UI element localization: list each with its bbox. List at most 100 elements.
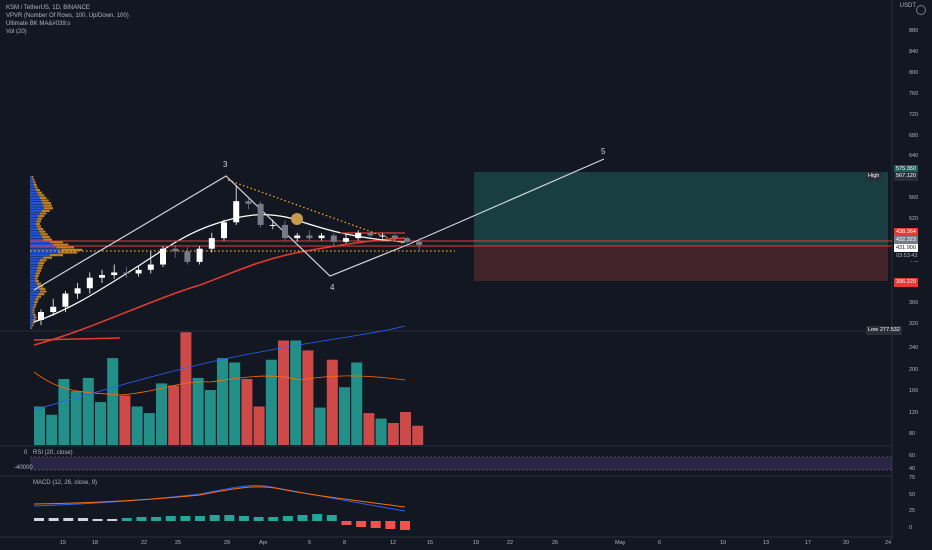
candle[interactable] [74, 288, 81, 294]
price-axis-tick: 880 [909, 28, 919, 34]
volume-bar[interactable] [265, 359, 277, 445]
candle[interactable] [208, 238, 215, 249]
volume-bar[interactable] [387, 423, 399, 445]
macd-histogram-bar [165, 516, 176, 521]
volume-bar[interactable] [70, 391, 82, 445]
volume-profile-row-down [36, 295, 41, 298]
current-price-tag: 432.323 [894, 236, 918, 245]
volume-bar[interactable] [290, 340, 302, 446]
volume-bar[interactable] [302, 350, 314, 445]
orange-dotted-trendline[interactable] [227, 179, 406, 245]
candle[interactable] [257, 203, 264, 225]
volume-profile [30, 176, 83, 329]
rsi-legend[interactable]: RSI (20, close) [33, 450, 73, 456]
volume-profile-row-up [30, 191, 38, 194]
macd-histogram-bar [282, 516, 293, 521]
candle[interactable] [355, 232, 362, 239]
candle[interactable] [123, 272, 130, 274]
volume-profile-row-down [43, 238, 52, 241]
volume-profile-row-up [30, 246, 57, 249]
volume-profile-row-down [32, 178, 35, 181]
volume-bar[interactable] [95, 402, 106, 445]
candle[interactable] [391, 235, 398, 239]
candle[interactable] [38, 312, 44, 320]
candle[interactable] [367, 232, 374, 236]
macd-legend[interactable]: MACD (12, 26, close, 9) [33, 480, 98, 486]
candle[interactable] [233, 201, 240, 223]
volume-bar[interactable] [326, 359, 338, 445]
candle[interactable] [330, 235, 337, 242]
volume-bar[interactable] [339, 387, 350, 445]
candle[interactable] [62, 293, 69, 307]
volume-bar[interactable] [204, 390, 216, 445]
settings-icon[interactable] [916, 5, 926, 15]
candle[interactable] [221, 222, 227, 239]
candle[interactable] [269, 224, 276, 226]
volume-bar[interactable] [58, 379, 70, 445]
candle[interactable] [294, 235, 301, 239]
volume-profile-row-down [39, 287, 46, 290]
volume-bar[interactable] [217, 358, 228, 445]
volume-bar[interactable] [229, 362, 241, 446]
volume-bar[interactable] [363, 413, 375, 445]
candle[interactable] [282, 224, 288, 239]
volume-bar[interactable] [168, 385, 180, 445]
candle[interactable] [196, 248, 203, 262]
volume-profile-row-down [38, 261, 45, 264]
candle[interactable] [306, 235, 313, 239]
candle[interactable] [135, 269, 142, 274]
volume-bar[interactable] [119, 395, 131, 446]
volume-bar[interactable] [253, 406, 265, 446]
candle[interactable] [86, 277, 93, 289]
candle[interactable] [379, 235, 386, 237]
vpvr-label[interactable]: VPVR (Number Of Rows, 100, Up/Down, 100) [6, 13, 129, 19]
candle[interactable] [50, 306, 57, 313]
volume-bar[interactable] [131, 406, 143, 446]
macd-axis-tick: 75 [909, 475, 916, 481]
volume-profile-row-up [30, 209, 42, 212]
volume-bar[interactable] [241, 379, 253, 445]
candle[interactable] [111, 272, 118, 276]
volume-profile-row-up [30, 204, 44, 207]
volume-bar[interactable] [192, 377, 204, 445]
high-price-tag: 567.120 [894, 172, 918, 181]
target-zone[interactable] [474, 172, 888, 246]
volume-profile-row-down [35, 274, 39, 277]
stop-zone[interactable] [474, 246, 888, 281]
candle[interactable] [245, 201, 252, 204]
symbol-label[interactable]: KSM / TetherUS, 1D, BINANCE [6, 5, 90, 11]
volume-bar[interactable] [46, 414, 58, 445]
candle[interactable] [184, 251, 191, 262]
candle[interactable] [160, 248, 166, 265]
volume-bar[interactable] [156, 383, 167, 445]
candle[interactable] [147, 264, 154, 270]
volume-bar[interactable] [400, 412, 411, 445]
volume-bar[interactable] [314, 407, 326, 445]
volume-bar[interactable] [278, 340, 289, 446]
volume-bar[interactable] [180, 332, 192, 445]
volume-indicator-label[interactable]: Vol (20) [6, 29, 27, 35]
candle[interactable] [318, 235, 325, 239]
volume-bar[interactable] [143, 413, 155, 445]
volume-bar[interactable] [82, 377, 94, 445]
volume-bar[interactable] [375, 418, 387, 445]
volume-bar[interactable] [107, 358, 119, 445]
candle[interactable] [404, 238, 410, 242]
volume-profile-row-up [30, 243, 54, 246]
candle[interactable] [172, 248, 179, 252]
elliott-wave-line[interactable] [33, 158, 605, 291]
volume-profile-row-down [36, 225, 41, 228]
ma-white-line [33, 214, 406, 323]
volume-profile-row-down [36, 269, 41, 272]
volume-bar[interactable] [34, 406, 45, 446]
time-axis-tick: 22 [507, 540, 514, 546]
macd-signal-line [33, 486, 406, 508]
ma-indicator-label[interactable]: Ultimate BK MA&#039;s [6, 21, 71, 27]
candle[interactable] [99, 275, 105, 278]
volume-bar[interactable] [351, 362, 363, 446]
candle[interactable] [416, 241, 423, 245]
chart-legend: KSM / TetherUS, 1D, BINANCE VPVR (Number… [6, 4, 129, 36]
volume-bar[interactable] [412, 425, 424, 445]
candle[interactable] [343, 238, 349, 242]
